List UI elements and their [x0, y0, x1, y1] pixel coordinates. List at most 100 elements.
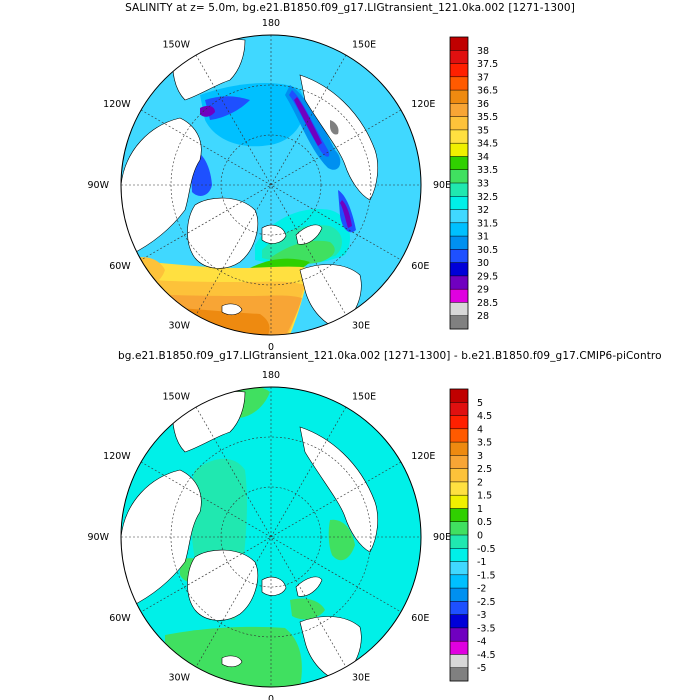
top-colorbar-swatch	[450, 302, 468, 317]
bottom-colorbar-swatch	[450, 428, 468, 443]
top-polar-map: 180 150E 120E 90E 60E 30E 0 30W 60W 90W 120W 150W 3…	[88, 18, 499, 353]
top-land-scandinavia	[299, 264, 362, 331]
top-colorbar-swatch	[450, 103, 468, 117]
top-colorbar-label: 32	[477, 205, 489, 216]
bottom-longitude-labels: 180 150E 120E 90E 60E 30E 0 30W 60W 90W 120W 150W	[88, 370, 452, 700]
bottom-colorbar-swatch	[450, 521, 468, 536]
bottom-colorbar-label: -3	[477, 610, 486, 621]
top-colorbar-swatch	[450, 116, 468, 131]
bottom-colorbar-swatch	[450, 561, 468, 576]
bottom-colorbar-swatch	[450, 627, 468, 642]
top-colorbar-swatch	[450, 129, 468, 144]
bottom-lon-label: 180	[262, 370, 280, 381]
bottom-land-iceland	[221, 655, 243, 668]
bottom-land-scandinavia	[299, 616, 362, 683]
top-colorbar-label: 29.5	[477, 271, 498, 282]
top-lon-label: 30E	[352, 320, 370, 331]
top-lon-label: 60W	[109, 261, 131, 272]
top-colorbar-swatch	[450, 249, 468, 263]
top-colorbar-swatch	[450, 183, 468, 197]
bottom-colorbar-swatch	[450, 402, 468, 416]
top-colorbar-label: 33.5	[477, 165, 498, 176]
bottom-colorbar-label: -3.5	[477, 623, 496, 634]
bottom-colorbar-swatch	[450, 574, 468, 589]
bottom-colorbar-label: 4	[477, 424, 483, 435]
top-colorbar-swatch	[450, 156, 468, 171]
top-colorbar-label: 37.5	[477, 59, 498, 70]
bottom-colorbar-swatch	[450, 389, 468, 403]
bottom-lon-label: 150W	[162, 392, 190, 403]
bottom-colorbar-swatch	[450, 641, 468, 655]
top-chart-title: SALINITY at z= 5.0m, bg.e21.B1850.f09_g1…	[125, 2, 575, 14]
bottom-colorbar-label: -1.5	[477, 570, 496, 581]
top-colorbar-swatch	[450, 169, 468, 184]
top-colorbar-label: 36	[477, 99, 489, 110]
top-map-border	[120, 34, 422, 336]
bottom-colorbar-label: 0.5	[477, 517, 492, 528]
top-colorbar-swatch	[450, 209, 468, 224]
top-colorbar-swatch	[450, 222, 468, 237]
bottom-colorbar-swatch	[450, 588, 468, 602]
top-lon-label: 180	[262, 18, 280, 29]
bottom-colorbar-swatch	[450, 455, 468, 469]
top-colorbar-swatch	[450, 50, 468, 64]
bottom-land-siberia	[299, 426, 379, 553]
top-colorbar-label: 38	[477, 46, 489, 57]
bottom-colorbar-label: -5	[477, 663, 486, 674]
top-colorbar-label: 34	[477, 152, 489, 163]
top-colorbar-swatch	[450, 262, 468, 277]
bottom-colorbar-swatch	[450, 548, 468, 562]
top-field-kara-east-fresh	[340, 200, 352, 228]
top-field-chukchi	[205, 96, 250, 120]
top-lon-label: 150W	[162, 40, 190, 51]
bottom-colorbar-label: 3	[477, 451, 483, 462]
top-land-siberia	[299, 74, 379, 201]
top-land-svalbard	[261, 224, 287, 244]
top-graticule	[121, 35, 421, 335]
bottom-colorbar-swatch	[450, 415, 468, 430]
bottom-lon-label: 120W	[103, 451, 131, 462]
bottom-map-border	[120, 386, 422, 688]
bottom-colorbar-swatch	[450, 495, 468, 509]
bottom-colorbar-swatch	[450, 442, 468, 456]
top-colorbar-label: 30.5	[477, 245, 498, 256]
bottom-lon-label: 30W	[169, 672, 191, 683]
bottom-colorbar-label: 3.5	[477, 438, 492, 449]
bottom-colorbar-swatch	[450, 481, 468, 496]
top-lon-label: 30W	[169, 320, 191, 331]
top-lon-label: 60E	[411, 261, 429, 272]
top-colorbar-label: 28.5	[477, 298, 498, 309]
top-colorbar-label: 34.5	[477, 139, 498, 150]
bottom-colorbar-swatch	[450, 508, 468, 523]
top-land-sea-gray	[330, 120, 339, 135]
top-colorbar-swatch	[450, 196, 468, 210]
bottom-lon-label: 60W	[109, 613, 131, 624]
top-colorbar-label: 36.5	[477, 86, 498, 97]
top-colorbar-swatch	[450, 63, 468, 78]
top-colorbar-label: 35.5	[477, 112, 498, 123]
bottom-lon-label: 120E	[411, 451, 435, 462]
top-colorbar-swatch	[450, 76, 468, 91]
bottom-colorbar-label: 4.5	[477, 411, 492, 422]
bottom-lon-label: 60E	[411, 613, 429, 624]
bottom-land-greenland	[187, 549, 259, 621]
bottom-colorbar-label: -0.5	[477, 544, 496, 555]
top-lon-label: 90W	[88, 180, 110, 191]
top-colorbar-label: 30	[477, 258, 489, 269]
top-field-laptev-fresh	[294, 97, 322, 146]
bottom-field-barents	[290, 598, 325, 620]
top-land-iceland	[221, 303, 243, 316]
top-lon-label: 120W	[103, 99, 131, 110]
bottom-colorbar-label: -2	[477, 584, 486, 595]
top-colorbar-swatch	[450, 37, 468, 51]
bottom-lon-label: 90E	[433, 532, 451, 543]
top-colorbar-label: 31.5	[477, 218, 498, 229]
bottom-lon-label: 150E	[352, 392, 376, 403]
top-field-chukchi-fresh	[200, 105, 215, 117]
bottom-lon-label: 90W	[88, 532, 110, 543]
top-lon-label: 150E	[352, 40, 376, 51]
top-colorbar-label: 35	[477, 125, 489, 136]
bottom-chart-title: bg.e21.B1850.f09_g17.LIGtransient_121.0k…	[118, 350, 662, 362]
top-colorbar-label: 33	[477, 179, 489, 190]
top-lon-label: 0	[268, 342, 274, 353]
